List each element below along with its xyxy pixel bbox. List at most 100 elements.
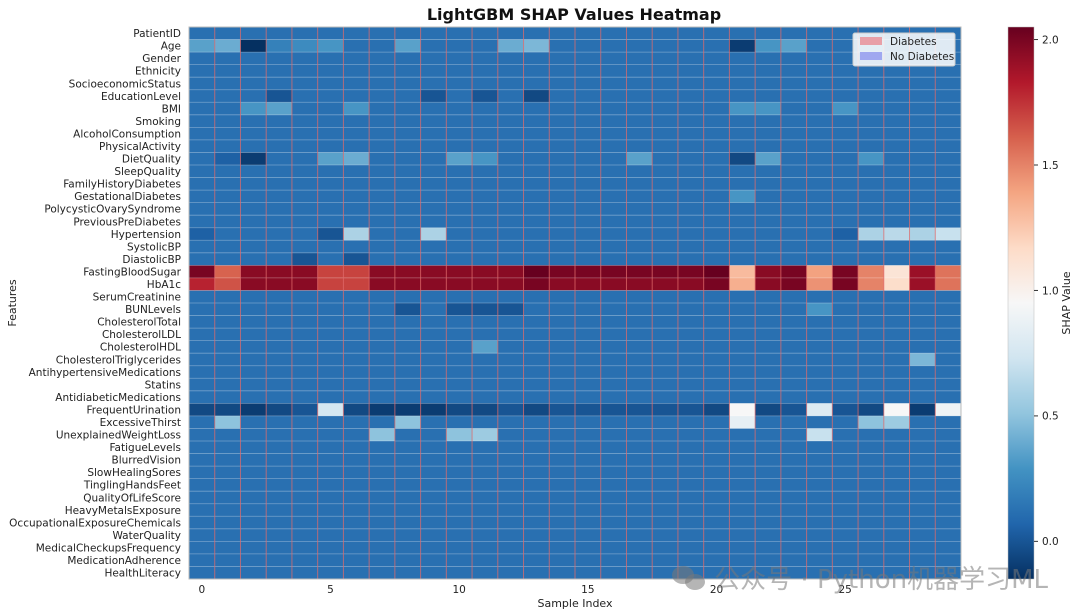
heatmap-cell — [317, 127, 344, 141]
heatmap-cell — [343, 89, 370, 103]
heatmap-cell — [266, 139, 293, 153]
heatmap-cell — [420, 428, 447, 442]
heatmap-cell — [883, 139, 910, 153]
heatmap-cell — [266, 428, 293, 442]
heatmap-cell — [214, 566, 241, 580]
heatmap-cell — [832, 478, 859, 492]
heatmap-cell — [652, 165, 679, 178]
heatmap-cell — [780, 27, 807, 40]
heatmap-cell — [317, 215, 344, 229]
feature-label: UnexplainedWeightLoss — [56, 430, 181, 442]
heatmap-cell — [626, 390, 653, 404]
heatmap-cell — [343, 290, 370, 304]
heatmap-cell — [858, 315, 885, 329]
heatmap-cell — [883, 390, 910, 404]
heatmap-cell — [266, 516, 293, 530]
heatmap-cell — [420, 27, 447, 40]
heatmap-cell — [575, 27, 602, 40]
heatmap-cell — [575, 353, 602, 367]
heatmap-cell — [703, 127, 730, 141]
heatmap-cell — [189, 177, 216, 191]
heatmap-cell — [446, 89, 473, 103]
heatmap-cell — [858, 303, 885, 316]
heatmap-cell — [703, 453, 730, 467]
heatmap-cell — [703, 566, 730, 580]
heatmap-cell — [266, 553, 293, 567]
heatmap-cell — [446, 303, 473, 316]
heatmap-cell — [214, 315, 241, 329]
heatmap-cell — [858, 566, 885, 580]
heatmap-cell — [446, 52, 473, 66]
heatmap-cell — [189, 102, 216, 116]
heatmap-cell — [858, 290, 885, 304]
heatmap-cell — [780, 277, 807, 291]
heatmap-cell — [523, 453, 550, 467]
heatmap-cell — [266, 566, 293, 580]
heatmap-cell — [909, 165, 936, 178]
heatmap-cell — [291, 328, 319, 342]
colorbar-tick-label: 2.0 — [1042, 34, 1059, 46]
heatmap-cell — [755, 428, 782, 442]
heatmap-cell — [780, 378, 807, 392]
heatmap-cell — [394, 215, 421, 229]
heatmap-cell — [369, 215, 396, 229]
heatmap-cell — [446, 139, 473, 153]
heatmap-cell — [240, 378, 267, 392]
heatmap-cell — [883, 152, 910, 166]
heatmap-cell — [858, 165, 885, 178]
heatmap-cell — [472, 114, 499, 128]
heatmap-cell — [523, 52, 550, 66]
heatmap-cell — [600, 27, 627, 40]
heatmap-cell — [832, 340, 859, 354]
heatmap-cell — [575, 328, 602, 342]
heatmap-cell — [858, 139, 885, 153]
heatmap-cell — [729, 553, 756, 567]
heatmap-cell — [729, 378, 756, 392]
heatmap-cell — [626, 303, 653, 316]
heatmap-cell — [472, 127, 499, 141]
heatmap-cell — [446, 478, 473, 492]
heatmap-cell — [858, 516, 885, 530]
heatmap-cell — [858, 453, 885, 467]
heatmap-cell — [575, 89, 602, 103]
heatmap-cell — [343, 378, 370, 392]
heatmap-cell — [832, 177, 859, 191]
heatmap-cell — [626, 403, 653, 417]
heatmap-cell — [394, 453, 421, 467]
heatmap-cell — [677, 127, 705, 141]
feature-label: HeavyMetalsExposure — [65, 505, 181, 517]
heatmap-cell — [214, 340, 241, 354]
heatmap-cell — [909, 491, 936, 505]
heatmap-cell — [240, 290, 267, 304]
heatmap-cell — [446, 553, 473, 567]
heatmap-cell — [909, 177, 936, 191]
heatmap-cell — [266, 240, 293, 254]
heatmap-cell — [575, 39, 602, 53]
heatmap-cell — [240, 177, 267, 191]
heatmap-cell — [549, 89, 576, 103]
heatmap-cell — [626, 177, 653, 191]
heatmap-cell — [806, 328, 833, 342]
heatmap-cell — [755, 27, 782, 40]
heatmap-cell — [420, 265, 447, 279]
heatmap-cell — [317, 177, 344, 191]
heatmap-cell — [832, 415, 859, 429]
heatmap-cell — [677, 252, 705, 266]
heatmap-cell — [523, 566, 550, 580]
heatmap-cell — [883, 541, 910, 555]
heatmap-cell — [549, 277, 576, 291]
feature-label: BUNLevels — [125, 304, 181, 316]
heatmap-cell — [497, 127, 524, 141]
heatmap-cell — [189, 202, 216, 216]
heatmap-cell — [832, 453, 859, 467]
heatmap-cell — [266, 403, 293, 417]
heatmap-cell — [420, 466, 447, 480]
heatmap-cell — [523, 328, 550, 342]
heatmap-cell — [780, 328, 807, 342]
heatmap-cell — [780, 127, 807, 141]
x-tick-label: 0 — [199, 584, 206, 596]
heatmap-cell — [626, 478, 653, 492]
heatmap-cell — [652, 478, 679, 492]
heatmap-cell — [575, 541, 602, 555]
heatmap-cell — [935, 403, 962, 417]
